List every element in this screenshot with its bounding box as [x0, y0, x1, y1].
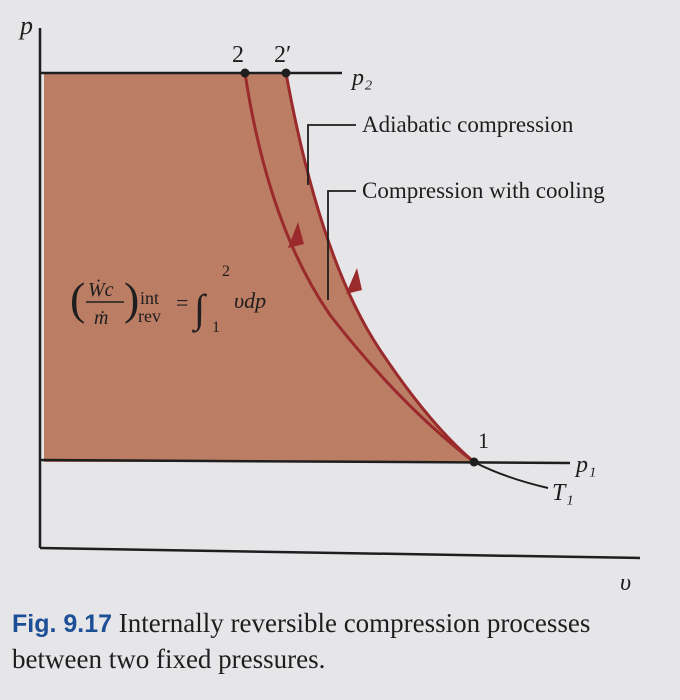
state-point-2-prime: [281, 68, 291, 78]
state-label-1: 1: [478, 428, 489, 453]
integral-lower-limit: 1: [212, 319, 220, 336]
caption-label: Fig. 9.17: [12, 610, 113, 638]
work-area: [44, 73, 474, 462]
mass-rate-denominator: ṁ: [94, 307, 108, 329]
state-label-2-prime: 2′: [274, 42, 291, 68]
curve-compression-with-cooling: [243, 72, 475, 464]
isotherm-t1: [473, 461, 549, 489]
y-axis-label: p: [18, 11, 33, 40]
work-expression: ( Ẇc ṁ ) int rev = ∫ 2 1 υdp: [70, 263, 266, 336]
label-compression-with-cooling: Compression with cooling: [362, 178, 605, 203]
caption-text: Internally reversible compression proces…: [12, 608, 591, 674]
leader-cooling: [327, 190, 356, 300]
arrow-cooling-curve: [288, 222, 304, 248]
state-point-2: [240, 68, 250, 78]
label-adiabatic-compression: Adiabatic compression: [362, 112, 574, 137]
paren-right: ): [124, 273, 139, 324]
leader-adiabatic: [307, 124, 356, 185]
isobar-p1: [39, 458, 571, 465]
curve-gap-area: [245, 73, 474, 462]
subscript-int: int: [140, 288, 159, 308]
integrand: υdp: [234, 288, 266, 313]
pressure-label-p1: p₁: [574, 452, 596, 478]
work-rate-numerator: Ẇc: [88, 278, 114, 301]
arrow-adiabatic-curve: [346, 268, 362, 294]
figure-caption: Fig. 9.17 Internally reversible compress…: [12, 606, 652, 677]
integral-upper-limit: 2: [222, 263, 230, 280]
integral-sign: ∫: [191, 286, 208, 333]
x-axis: [39, 546, 641, 560]
paren-left: (: [70, 273, 85, 324]
state-label-2: 2: [232, 42, 244, 68]
isotherm-label-t1: T₁: [552, 480, 574, 506]
curve-adiabatic-compression: [284, 72, 475, 464]
equals-sign: =: [176, 290, 188, 315]
subscript-rev: rev: [138, 306, 161, 326]
pressure-label-p2: p₂: [350, 65, 372, 91]
state-point-1: [469, 457, 479, 467]
x-axis-label: υ: [620, 570, 631, 596]
